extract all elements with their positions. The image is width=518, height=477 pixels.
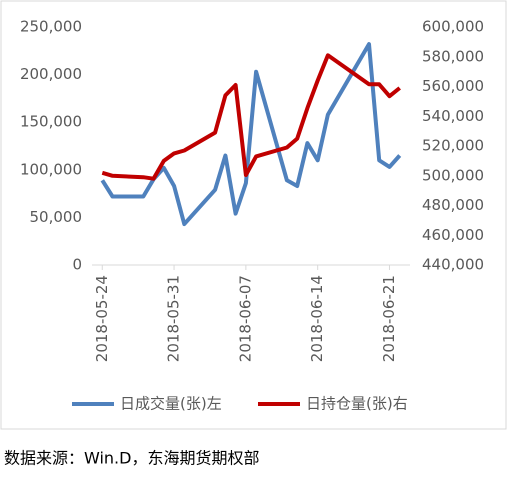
x-tick-label: 2018-05-24 — [93, 275, 111, 362]
y-tick-label: 50,000 — [30, 208, 83, 226]
y2-tick-label: 460,000 — [422, 226, 484, 244]
y-tick-label: 150,000 — [20, 113, 82, 131]
x-tick-label: 2018-06-07 — [236, 275, 254, 362]
y-tick-label: 100,000 — [20, 160, 82, 178]
y-tick-label: 250,000 — [20, 18, 82, 36]
source-note: 数据来源：Win.D，东海期货期权部 — [4, 449, 259, 468]
y2-tick-label: 580,000 — [422, 47, 484, 65]
legend-label: 日成交量(张)左 — [120, 395, 222, 413]
chart-border — [0, 0, 507, 430]
y2-tick-label: 560,000 — [422, 77, 484, 95]
y2-tick-label: 480,000 — [422, 196, 484, 214]
x-tick-label: 2018-06-14 — [308, 275, 326, 362]
series-line — [101, 53, 401, 181]
y-tick-label: 200,000 — [20, 65, 82, 83]
y2-tick-label: 540,000 — [422, 107, 484, 125]
x-tick-label: 2018-05-31 — [165, 275, 183, 362]
y2-tick-label: 600,000 — [422, 18, 484, 36]
y2-tick-label: 500,000 — [422, 166, 484, 184]
y-tick-label: 0 — [72, 256, 82, 274]
y2-tick-label: 440,000 — [422, 256, 484, 274]
legend-label: 日持仓量(张)右 — [306, 395, 408, 413]
x-tick-label: 2018-06-21 — [380, 275, 398, 362]
y2-tick-label: 520,000 — [422, 137, 484, 155]
